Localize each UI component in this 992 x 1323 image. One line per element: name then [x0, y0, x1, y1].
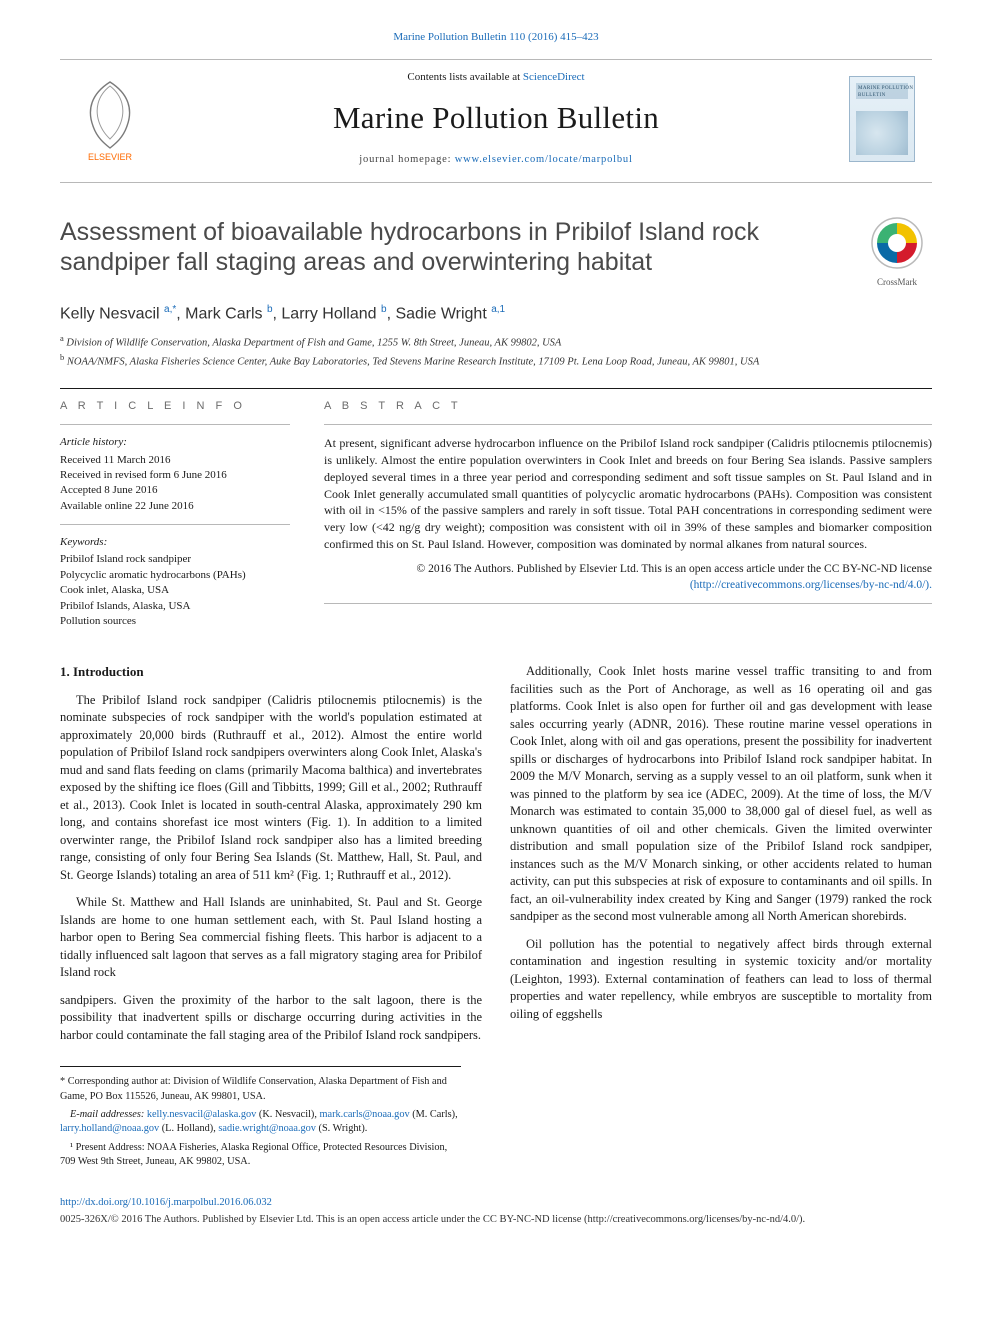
affiliations: a Division of Wildlife Conservation, Ala… — [60, 333, 932, 369]
abstract: A B S T R A C T At present, significant … — [324, 399, 932, 630]
doi-link[interactable]: http://dx.doi.org/10.1016/j.marpolbul.20… — [60, 1197, 272, 1208]
masthead: ELSEVIER Contents lists available at Sci… — [60, 59, 932, 182]
journal-title: Marine Pollution Bulletin — [170, 96, 822, 139]
author-name: Kelly Nesvacil — [60, 305, 164, 322]
abstract-copyright: © 2016 The Authors. Published by Elsevie… — [324, 561, 932, 577]
homepage-link[interactable]: www.elsevier.com/locate/marpolbul — [455, 154, 633, 165]
abstract-text: At present, significant adverse hydrocar… — [324, 435, 932, 553]
info-heading: A R T I C L E I N F O — [60, 399, 290, 414]
history-item: Accepted 8 June 2016 — [60, 483, 290, 498]
keyword: Pribilof Island rock sandpiper — [60, 552, 290, 567]
rule-light — [324, 424, 932, 425]
rule — [60, 388, 932, 389]
history-item: Received 11 March 2016 — [60, 453, 290, 468]
section-heading: 1. Introduction — [60, 663, 482, 681]
emails-label: E-mail addresses: — [70, 1109, 147, 1120]
crossmark-label: CrossMark — [862, 276, 932, 289]
article-title: Assessment of bioavailable hydrocarbons … — [60, 217, 846, 278]
body-paragraph: While St. Matthew and Hall Islands are u… — [60, 894, 482, 982]
email-link[interactable]: sadie.wright@noaa.gov — [218, 1123, 316, 1134]
sciencedirect-link[interactable]: ScienceDirect — [523, 71, 585, 83]
history-item: Available online 22 June 2016 — [60, 499, 290, 514]
email-link[interactable]: kelly.nesvacil@alaska.gov — [147, 1109, 256, 1120]
contents-line: Contents lists available at ScienceDirec… — [170, 70, 822, 85]
elsevier-label: ELSEVIER — [88, 152, 133, 162]
email-link[interactable]: larry.holland@noaa.gov — [60, 1123, 159, 1134]
corresponding-author: * Corresponding author at: Division of W… — [60, 1075, 461, 1104]
author-name: Mark Carls — [185, 305, 267, 322]
title-block: Assessment of bioavailable hydrocarbons … — [60, 217, 932, 289]
email-link[interactable]: mark.carls@noaa.gov — [320, 1109, 410, 1120]
keywords-heading: Keywords: — [60, 535, 290, 550]
article-history: Article history: Received 11 March 2016R… — [60, 435, 290, 514]
body-paragraph: Additionally, Cook Inlet hosts marine ve… — [510, 663, 932, 926]
running-head-link[interactable]: Marine Pollution Bulletin 110 (2016) 415… — [393, 31, 598, 43]
license-link[interactable]: (http://creativecommons.org/licenses/by-… — [690, 579, 932, 591]
affiliation: b NOAA/NMFS, Alaska Fisheries Science Ce… — [60, 352, 932, 370]
author-name: Larry Holland — [281, 305, 381, 322]
author-marks: a,* — [164, 304, 176, 315]
affiliation: a Division of Wildlife Conservation, Ala… — [60, 333, 932, 351]
running-head: Marine Pollution Bulletin 110 (2016) 415… — [60, 30, 932, 45]
footnotes: * Corresponding author at: Division of W… — [60, 1066, 461, 1169]
author-marks: a,1 — [491, 304, 505, 315]
author-marks: b — [267, 304, 273, 315]
present-address: ¹ Present Address: NOAA Fisheries, Alask… — [60, 1141, 461, 1170]
history-item: Received in revised form 6 June 2016 — [60, 468, 290, 483]
keyword: Pollution sources — [60, 614, 290, 629]
journal-cover-thumb: MARINE POLLUTION BULLETIN — [832, 76, 932, 162]
body-paragraph: sandpipers. Given the proximity of the h… — [60, 992, 482, 1045]
crossmark-badge[interactable]: CrossMark — [862, 217, 932, 289]
rule-light — [60, 524, 290, 525]
body-paragraph: Oil pollution has the potential to negat… — [510, 936, 932, 1024]
history-heading: Article history: — [60, 435, 290, 450]
homepage-line: journal homepage: www.elsevier.com/locat… — [170, 153, 822, 168]
article-info: A R T I C L E I N F O Article history: R… — [60, 399, 290, 630]
body-columns: 1. Introduction The Pribilof Island rock… — [60, 663, 932, 1044]
copyright-line: 0025-326X/© 2016 The Authors. Published … — [60, 1213, 932, 1228]
author-name: Sadie Wright — [395, 305, 491, 322]
keyword: Cook inlet, Alaska, USA — [60, 583, 290, 598]
abstract-license: (http://creativecommons.org/licenses/by-… — [324, 577, 932, 593]
contents-prefix: Contents lists available at — [407, 71, 522, 83]
cover-caption: MARINE POLLUTION BULLETIN — [858, 85, 914, 99]
page-footer: http://dx.doi.org/10.1016/j.marpolbul.20… — [60, 1196, 932, 1228]
info-abstract-row: A R T I C L E I N F O Article history: R… — [60, 399, 932, 630]
author-marks: b — [381, 304, 387, 315]
keyword: Polycyclic aromatic hydrocarbons (PAHs) — [60, 568, 290, 583]
keyword: Pribilof Islands, Alaska, USA — [60, 599, 290, 614]
elsevier-logo: ELSEVIER — [60, 76, 160, 162]
emails-line: E-mail addresses: kelly.nesvacil@alaska.… — [60, 1108, 461, 1137]
keywords-list: Pribilof Island rock sandpiperPolycyclic… — [60, 552, 290, 629]
affil-mark: b — [60, 352, 64, 362]
homepage-prefix: journal homepage: — [359, 154, 454, 165]
authors-line: Kelly Nesvacil a,*, Mark Carls b, Larry … — [60, 303, 932, 326]
rule-light — [324, 603, 932, 604]
abstract-heading: A B S T R A C T — [324, 399, 932, 414]
masthead-center: Contents lists available at ScienceDirec… — [170, 70, 822, 167]
rule-light — [60, 424, 290, 425]
affil-mark: a — [60, 333, 64, 343]
body-paragraph: The Pribilof Island rock sandpiper (Cali… — [60, 692, 482, 885]
